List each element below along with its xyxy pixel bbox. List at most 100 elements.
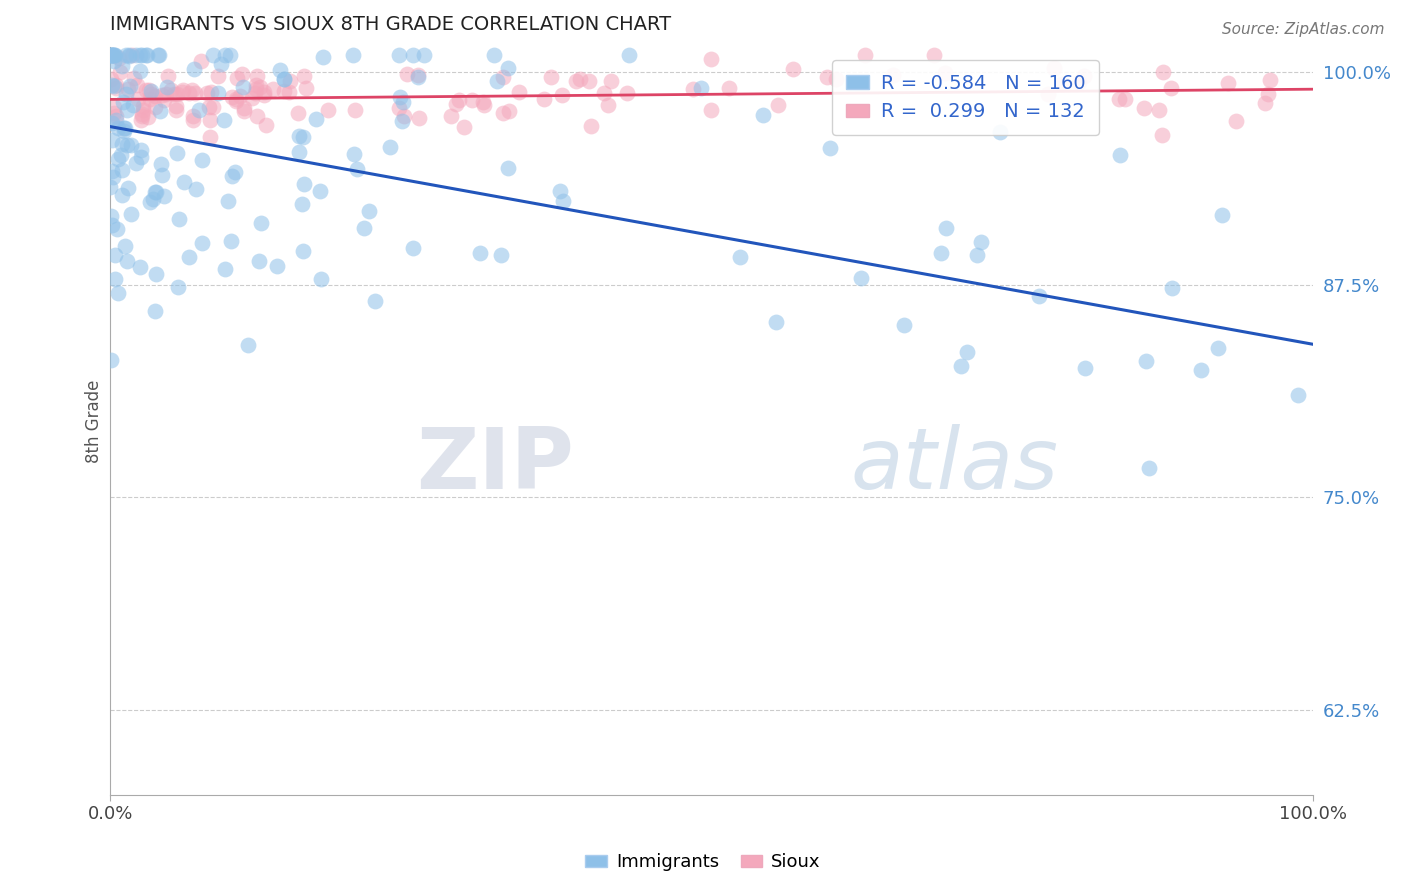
Point [253, 85, 276, 99]
Point [1257, 87, 1279, 101]
Point [280, 74, 302, 88]
Point [578, 74, 600, 88]
Point [219, 48, 242, 62]
Point [266, 259, 288, 273]
Point [105, 222, 128, 236]
Point [391, 95, 413, 110]
Point [225, 92, 247, 106]
Point [111, 136, 134, 151]
Legend: Immigrants, Sioux: Immigrants, Sioux [578, 847, 828, 879]
Point [815, 70, 838, 84]
Point [198, 129, 221, 144]
Point [245, 78, 267, 93]
Point [101, 48, 124, 62]
Point [1218, 76, 1240, 90]
Point [408, 70, 430, 85]
Point [120, 78, 142, 93]
Point [1043, 62, 1066, 76]
Point [120, 207, 142, 221]
Point [247, 253, 270, 268]
Point [690, 81, 713, 95]
Point [108, 50, 131, 64]
Point [103, 106, 125, 120]
Point [110, 147, 132, 161]
Point [112, 95, 135, 110]
Point [254, 118, 277, 132]
Point [496, 161, 519, 175]
Point [101, 133, 124, 147]
Point [143, 100, 166, 114]
Point [472, 98, 495, 112]
Point [184, 182, 207, 196]
Point [138, 91, 160, 105]
Point [207, 69, 229, 83]
Point [453, 120, 475, 135]
Text: IMMIGRANTS VS SIOUX 8TH GRADE CORRELATION CHART: IMMIGRANTS VS SIOUX 8TH GRADE CORRELATIO… [110, 15, 672, 34]
Point [107, 285, 129, 300]
Point [172, 83, 194, 97]
Point [565, 74, 588, 88]
Point [110, 162, 132, 177]
Point [461, 93, 484, 107]
Point [1108, 148, 1130, 162]
Point [181, 109, 204, 123]
Point [115, 137, 138, 152]
Point [129, 150, 152, 164]
Point [155, 87, 177, 101]
Point [132, 103, 155, 117]
Point [363, 293, 385, 308]
Point [169, 212, 191, 227]
Point [311, 271, 333, 285]
Point [149, 104, 172, 119]
Point [143, 185, 166, 199]
Point [392, 109, 415, 123]
Point [508, 85, 530, 99]
Point [593, 86, 616, 100]
Point [551, 87, 574, 102]
Point [195, 87, 218, 101]
Point [929, 246, 952, 260]
Point [167, 280, 190, 294]
Point [1074, 361, 1097, 376]
Point [173, 175, 195, 189]
Point [1108, 92, 1130, 106]
Point [177, 250, 200, 264]
Point [291, 196, 314, 211]
Point [249, 80, 271, 95]
Point [127, 78, 149, 92]
Point [250, 216, 273, 230]
Y-axis label: 8th Grade: 8th Grade [86, 379, 103, 463]
Point [551, 194, 574, 209]
Point [472, 95, 495, 110]
Point [444, 97, 467, 112]
Point [183, 62, 205, 77]
Point [129, 112, 152, 127]
Point [103, 48, 125, 62]
Point [166, 146, 188, 161]
Point [294, 80, 316, 95]
Point [533, 92, 555, 106]
Point [122, 70, 145, 85]
Point [104, 248, 127, 262]
Point [108, 65, 131, 79]
Point [1114, 92, 1136, 106]
Point [104, 109, 127, 123]
Point [482, 48, 505, 62]
Point [125, 48, 148, 62]
Point [107, 120, 129, 135]
Point [717, 81, 740, 95]
Point [468, 246, 491, 260]
Point [1073, 69, 1095, 83]
Point [491, 105, 513, 120]
Point [200, 86, 222, 100]
Point [104, 81, 127, 95]
Point [1149, 103, 1171, 117]
Point [221, 169, 243, 183]
Point [359, 204, 381, 219]
Point [378, 140, 401, 154]
Point [966, 247, 988, 261]
Point [1028, 288, 1050, 302]
Point [100, 72, 122, 87]
Point [617, 48, 640, 62]
Point [1152, 64, 1174, 78]
